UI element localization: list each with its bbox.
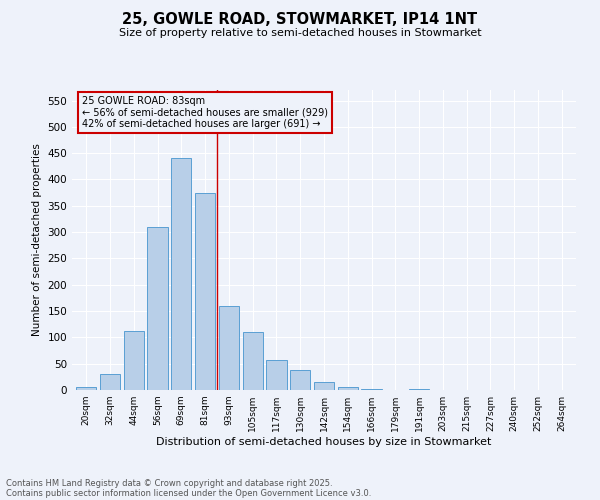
X-axis label: Distribution of semi-detached houses by size in Stowmarket: Distribution of semi-detached houses by … [157,437,491,447]
Bar [338,388,358,390]
Bar [171,158,191,390]
Text: Size of property relative to semi-detached houses in Stowmarket: Size of property relative to semi-detach… [119,28,481,38]
Text: 25, GOWLE ROAD, STOWMARKET, IP14 1NT: 25, GOWLE ROAD, STOWMARKET, IP14 1NT [122,12,478,28]
Text: 25 GOWLE ROAD: 83sqm
← 56% of semi-detached houses are smaller (929)
42% of semi: 25 GOWLE ROAD: 83sqm ← 56% of semi-detac… [82,96,328,129]
Bar [148,227,167,390]
Bar [76,388,97,390]
Text: Contains public sector information licensed under the Open Government Licence v3: Contains public sector information licen… [6,488,371,498]
Text: Contains HM Land Registry data © Crown copyright and database right 2025.: Contains HM Land Registry data © Crown c… [6,478,332,488]
Bar [314,382,334,390]
Bar [242,332,263,390]
Bar [195,192,215,390]
Bar [219,306,239,390]
Y-axis label: Number of semi-detached properties: Number of semi-detached properties [32,144,42,336]
Bar [290,370,310,390]
Bar [100,374,120,390]
Bar [266,360,287,390]
Bar [124,330,144,390]
Bar [361,389,382,390]
